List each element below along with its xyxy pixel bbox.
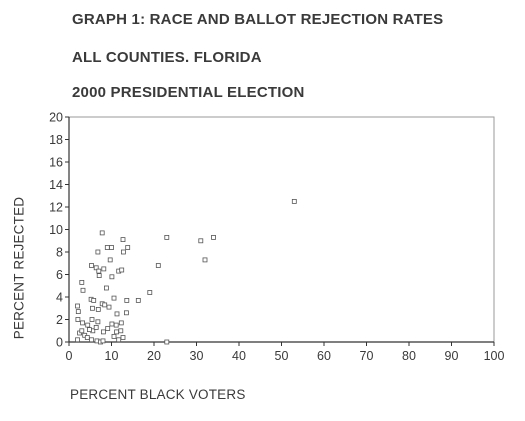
data-point (202, 257, 208, 263)
data-point (111, 295, 117, 301)
data-point (96, 268, 102, 274)
data-point (80, 287, 86, 293)
y-tick-label-18: 18 (49, 133, 63, 147)
x-tick-label-60: 60 (317, 349, 331, 363)
data-point (164, 234, 170, 240)
y-tick-label-12: 12 (49, 201, 63, 215)
chart-title-line-2: ALL COUNTIES. FLORIDA (72, 49, 262, 66)
data-point (147, 290, 153, 295)
data-point (75, 337, 80, 343)
plot-frame (68, 116, 495, 343)
x-tick-label-40: 40 (232, 349, 246, 363)
x-tick-label-100: 100 (484, 349, 505, 363)
data-point (93, 324, 99, 330)
data-point (75, 309, 81, 315)
data-point (95, 306, 101, 312)
y-tick-label-8: 8 (56, 246, 63, 260)
data-point (95, 249, 101, 255)
data-point (120, 335, 126, 340)
y-tick-label-6: 6 (56, 268, 63, 282)
data-point (118, 320, 124, 326)
data-point (118, 328, 124, 334)
data-point (87, 327, 92, 333)
data-point (89, 317, 95, 322)
y-tick-label-2: 2 (56, 313, 63, 327)
data-point (102, 302, 108, 308)
y-tick-label-14: 14 (49, 178, 63, 192)
x-axis-label: PERCENT BLACK VOTERS (70, 387, 246, 402)
x-tick-label-10: 10 (105, 349, 119, 363)
x-tick-label-0: 0 (66, 349, 73, 363)
data-point (114, 311, 120, 317)
data-point (198, 238, 204, 244)
y-axis-label: PERCENT REJECTED (11, 196, 27, 340)
data-point (114, 329, 119, 335)
data-point (99, 230, 105, 236)
data-point (104, 285, 109, 291)
data-point (89, 263, 94, 268)
y-tick-label-10: 10 (49, 223, 63, 237)
data-point (101, 266, 107, 272)
x-tick-label-80: 80 (402, 349, 416, 363)
data-point (96, 273, 102, 279)
data-point (106, 304, 112, 310)
y-tick-label-0: 0 (56, 336, 63, 350)
chart-title-line-1: GRAPH 1: RACE AND BALLOT REJECTION RATES (72, 11, 444, 28)
data-point (116, 337, 122, 343)
data-point (84, 335, 90, 340)
y-tick-label-4: 4 (56, 291, 63, 305)
data-point (155, 263, 161, 268)
data-point (90, 305, 95, 311)
data-point (121, 249, 126, 255)
data-point (111, 333, 117, 339)
data-point (75, 303, 80, 309)
x-tick-label-50: 50 (275, 349, 289, 363)
chart-title-line-3: 2000 PRESIDENTIAL ELECTION (72, 84, 305, 101)
data-point (109, 274, 115, 280)
data-point (124, 297, 130, 303)
data-point (125, 245, 131, 250)
data-point (211, 234, 216, 240)
x-tick-label-30: 30 (190, 349, 204, 363)
data-point (135, 297, 141, 303)
data-point (109, 245, 114, 250)
data-point (124, 310, 129, 316)
data-point (119, 267, 125, 273)
data-point (75, 317, 81, 322)
data-point (120, 237, 126, 243)
data-point (105, 326, 111, 331)
x-tick-label-70: 70 (360, 349, 374, 363)
data-point (80, 320, 85, 326)
data-point (89, 337, 94, 343)
data-point (95, 319, 101, 325)
x-tick-label-90: 90 (445, 349, 459, 363)
data-point (91, 297, 97, 303)
data-point (109, 321, 115, 327)
y-tick-label-16: 16 (49, 156, 63, 170)
data-point (164, 339, 170, 345)
data-point (291, 198, 297, 204)
data-point (85, 322, 91, 328)
data-point (104, 245, 110, 250)
data-point (93, 265, 99, 271)
data-point (101, 329, 106, 335)
data-point (79, 328, 85, 334)
x-tick-label-20: 20 (147, 349, 161, 363)
data-point (107, 257, 113, 263)
data-point (79, 279, 85, 285)
y-tick-label-20: 20 (49, 111, 63, 125)
data-point (100, 338, 106, 344)
data-point (113, 322, 119, 328)
